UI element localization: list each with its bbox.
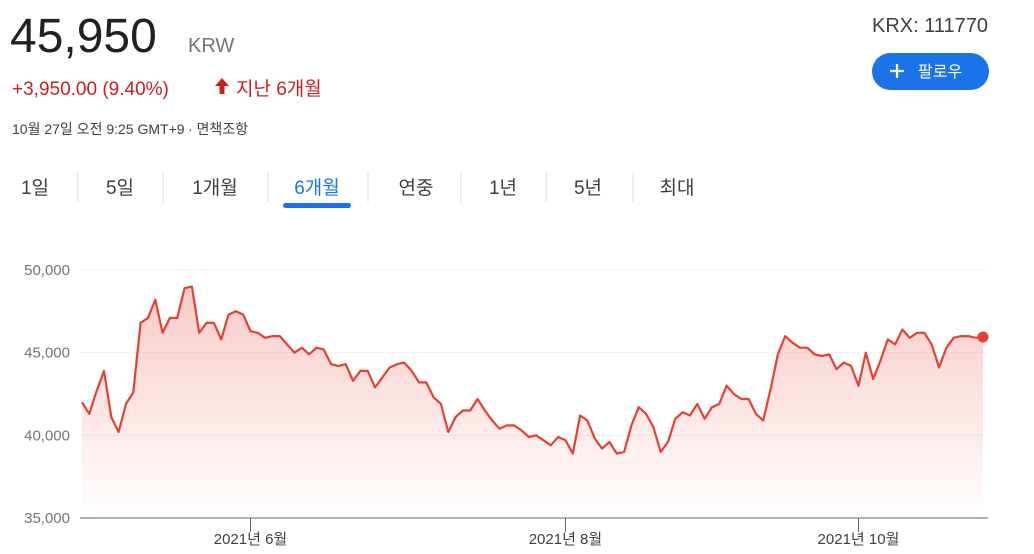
x-tick-label: 2021년 8월 [529, 531, 602, 548]
y-tick-label: 45,000 [24, 345, 70, 362]
exchange: KRX: 111770 [872, 15, 988, 37]
x-tick-label: 2021년 10월 [818, 531, 900, 548]
y-tick-label: 40,000 [24, 427, 70, 444]
tab[interactable]: 연중 [399, 177, 434, 199]
tab[interactable]: 최대 [660, 177, 695, 199]
plus-icon [890, 64, 904, 78]
price: 45,950 [10, 10, 157, 63]
up-arrow [215, 78, 229, 94]
area-fill [82, 286, 983, 518]
price-line [81, 285, 984, 455]
currency: KRW [188, 35, 234, 57]
x-tick-label: 2021년 6월 [214, 531, 287, 548]
range-tabs: 1일 5일 1개월 6개월 연중 1년 5년 최대 [21, 172, 695, 208]
follow-label[interactable]: 팔로우 [918, 63, 962, 81]
button-bg[interactable] [872, 53, 989, 90]
disclaimer[interactable]: · 면책조항 [188, 121, 248, 137]
tab[interactable]: 1일 [21, 177, 49, 199]
tab[interactable]: 1년 [489, 177, 517, 199]
change: +3,950.00 (9.40%) [12, 79, 169, 100]
chart: 35,000 40,000 45,000 50,000 2021년 6월 2021년 8월… [24, 262, 989, 548]
tab[interactable]: 1개월 [192, 177, 238, 199]
period: 지난 6개월 [236, 78, 322, 100]
follow-button[interactable]: 팔로우 [872, 53, 989, 90]
y-tick-label: 50,000 [24, 262, 70, 279]
tab[interactable]: 5일 [106, 177, 134, 199]
timestamp: 10월 27일 오전 9:25 GMT+9 [12, 121, 185, 137]
tab[interactable]: 5년 [574, 177, 602, 199]
tab-underline [283, 203, 351, 208]
tab[interactable]: 6개월 [294, 177, 340, 199]
last-point [977, 331, 989, 343]
y-tick-label: 35,000 [24, 510, 70, 527]
